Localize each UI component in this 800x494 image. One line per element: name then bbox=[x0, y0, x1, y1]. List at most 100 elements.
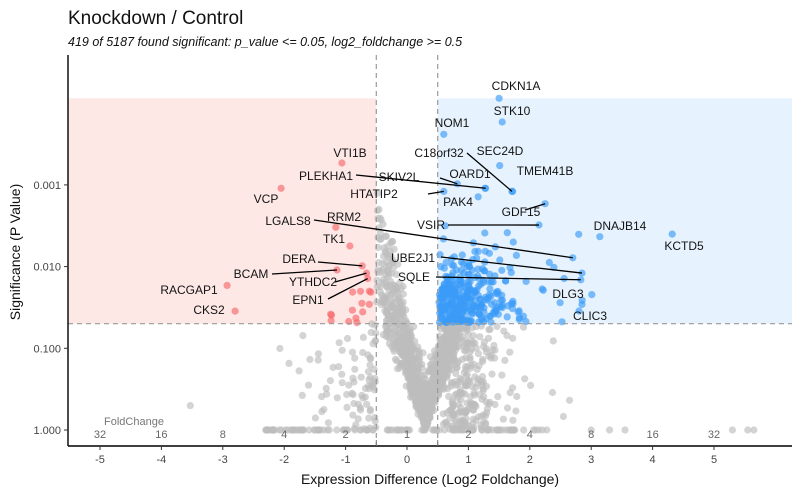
point-nonsig bbox=[750, 426, 758, 434]
point-nonsig bbox=[462, 365, 470, 374]
point-nonsig bbox=[485, 352, 493, 360]
point-nonsig bbox=[335, 339, 343, 347]
point-nonsig bbox=[418, 426, 426, 434]
x-tick-label: -5 bbox=[95, 454, 105, 466]
point-nonsig bbox=[418, 391, 426, 399]
point-nonsig bbox=[408, 361, 416, 369]
point-up bbox=[438, 285, 446, 293]
point-nonsig bbox=[429, 362, 437, 370]
point-up bbox=[485, 249, 493, 257]
point-up bbox=[458, 251, 466, 259]
point-up bbox=[466, 278, 474, 286]
point-up bbox=[498, 266, 506, 274]
x-tick-label: -2 bbox=[279, 454, 289, 466]
label-nom1: NOM1 bbox=[435, 116, 470, 130]
point-nonsig bbox=[400, 348, 408, 356]
point-up bbox=[478, 265, 487, 273]
point-epn1 bbox=[364, 274, 372, 283]
point-nonsig bbox=[506, 348, 514, 356]
foldchange-tick-label: 1 bbox=[404, 429, 410, 441]
point-nonsig bbox=[445, 364, 453, 372]
point-plekha1 bbox=[482, 184, 490, 192]
label-tk1: TK1 bbox=[323, 232, 345, 246]
point-nonsig bbox=[430, 371, 438, 380]
point-nonsig bbox=[503, 404, 512, 412]
point-nonsig bbox=[357, 373, 365, 381]
point-up bbox=[504, 302, 512, 310]
point-up bbox=[444, 283, 452, 291]
point-up bbox=[556, 299, 564, 307]
x-tick-label: 5 bbox=[711, 454, 717, 466]
point-nonsig bbox=[320, 405, 328, 414]
x-tick-label: -3 bbox=[218, 454, 228, 466]
point-nonsig bbox=[366, 361, 374, 369]
point-nonsig bbox=[499, 415, 507, 423]
point-nonsig bbox=[486, 398, 494, 406]
point-nonsig bbox=[728, 426, 737, 434]
point-nonsig bbox=[311, 426, 319, 434]
point-up bbox=[446, 311, 454, 319]
point-nonsig bbox=[379, 276, 387, 284]
chart-title: Knockdown / Control bbox=[68, 8, 243, 29]
point-up bbox=[512, 251, 521, 259]
point-nonsig bbox=[359, 333, 367, 341]
label-oard1: OARD1 bbox=[449, 167, 491, 181]
point-nonsig bbox=[527, 381, 535, 389]
y-tick-label: 0.100 bbox=[33, 343, 61, 355]
point-down bbox=[359, 308, 367, 316]
point-nonsig bbox=[349, 411, 357, 419]
foldchange-tick-label: 16 bbox=[155, 429, 167, 441]
point-nonsig bbox=[322, 384, 330, 392]
label-gdf15: GDF15 bbox=[502, 205, 541, 219]
point-nonsig bbox=[447, 379, 455, 387]
point-nonsig bbox=[466, 348, 474, 356]
point-up bbox=[489, 309, 497, 317]
point-nonsig bbox=[501, 356, 509, 364]
point-nonsig bbox=[314, 350, 322, 358]
point-nonsig bbox=[565, 396, 574, 404]
point-nonsig bbox=[464, 330, 472, 338]
point-nonsig bbox=[390, 316, 398, 324]
label-cks2: CKS2 bbox=[193, 303, 225, 317]
point-down bbox=[327, 310, 335, 318]
point-nonsig bbox=[338, 370, 346, 378]
leader-line-dera bbox=[317, 261, 363, 267]
foldchange-tick-label: 32 bbox=[94, 429, 106, 441]
point-nonsig bbox=[429, 356, 437, 364]
chart-subtitle: 419 of 5187 found significant: p_value <… bbox=[68, 35, 462, 49]
point-nonsig bbox=[305, 426, 313, 434]
leader-line-ythdc2 bbox=[334, 272, 367, 283]
label-sec24d: SEC24D bbox=[477, 144, 524, 158]
point-up bbox=[486, 285, 494, 293]
point-nonsig bbox=[587, 426, 595, 434]
point-nonsig bbox=[391, 355, 400, 363]
point-nonsig bbox=[368, 320, 376, 328]
label-tmem41b: TMEM41B bbox=[517, 164, 574, 178]
point-nonsig bbox=[391, 325, 399, 333]
point-nonsig bbox=[361, 393, 369, 401]
point-nonsig bbox=[509, 334, 517, 342]
point-up bbox=[456, 294, 464, 302]
point-nonsig bbox=[476, 333, 484, 341]
label-ube2j1: UBE2J1 bbox=[391, 251, 435, 265]
point-nonsig bbox=[512, 407, 520, 415]
point-racgap1 bbox=[223, 281, 231, 289]
point-up bbox=[450, 262, 458, 270]
label-dnajb14: DNAJB14 bbox=[594, 219, 647, 233]
point-lgals8 bbox=[569, 254, 577, 262]
point-up bbox=[575, 230, 583, 238]
point-nonsig bbox=[354, 415, 362, 423]
point-nonsig bbox=[467, 400, 475, 409]
point-nonsig bbox=[333, 394, 341, 402]
point-nonsig bbox=[491, 354, 499, 362]
point-nonsig bbox=[482, 419, 490, 427]
point-down bbox=[358, 299, 366, 307]
point-nonsig bbox=[503, 331, 511, 340]
point-nonsig bbox=[262, 426, 270, 434]
point-nonsig bbox=[470, 389, 478, 397]
point-up bbox=[560, 274, 568, 283]
point-down bbox=[348, 306, 356, 314]
significance-regions bbox=[68, 98, 792, 324]
point-nonsig bbox=[621, 426, 629, 434]
point-up bbox=[503, 313, 511, 321]
